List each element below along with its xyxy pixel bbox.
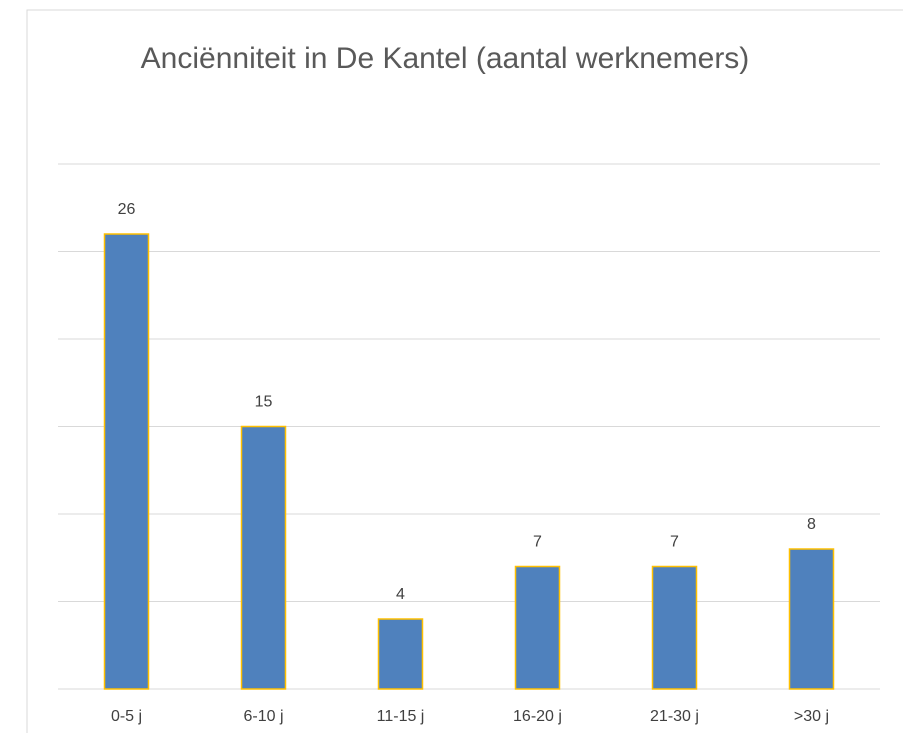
bar xyxy=(377,618,424,690)
chart-title: Anciënniteit in De Kantel (aantal werkne… xyxy=(141,42,750,75)
x-tick-label: 16-20 j xyxy=(513,708,562,725)
data-label: 15 xyxy=(255,394,273,411)
x-tick-label: 6-10 j xyxy=(243,708,283,725)
data-label: 7 xyxy=(670,534,679,551)
bar xyxy=(651,565,698,690)
bar xyxy=(240,425,287,690)
data-label: 8 xyxy=(807,516,816,533)
x-tick-label: 11-15 j xyxy=(377,708,425,725)
bar xyxy=(514,565,561,690)
chart-frame xyxy=(26,9,903,733)
data-label: 26 xyxy=(118,201,136,218)
data-label: 4 xyxy=(396,586,405,603)
x-tick-label: 21-30 j xyxy=(650,708,699,725)
data-label: 7 xyxy=(533,534,542,551)
x-tick-label: >30 j xyxy=(794,708,829,725)
bar xyxy=(788,548,835,690)
bar xyxy=(103,233,150,690)
x-tick-label: 0-5 j xyxy=(111,708,142,725)
